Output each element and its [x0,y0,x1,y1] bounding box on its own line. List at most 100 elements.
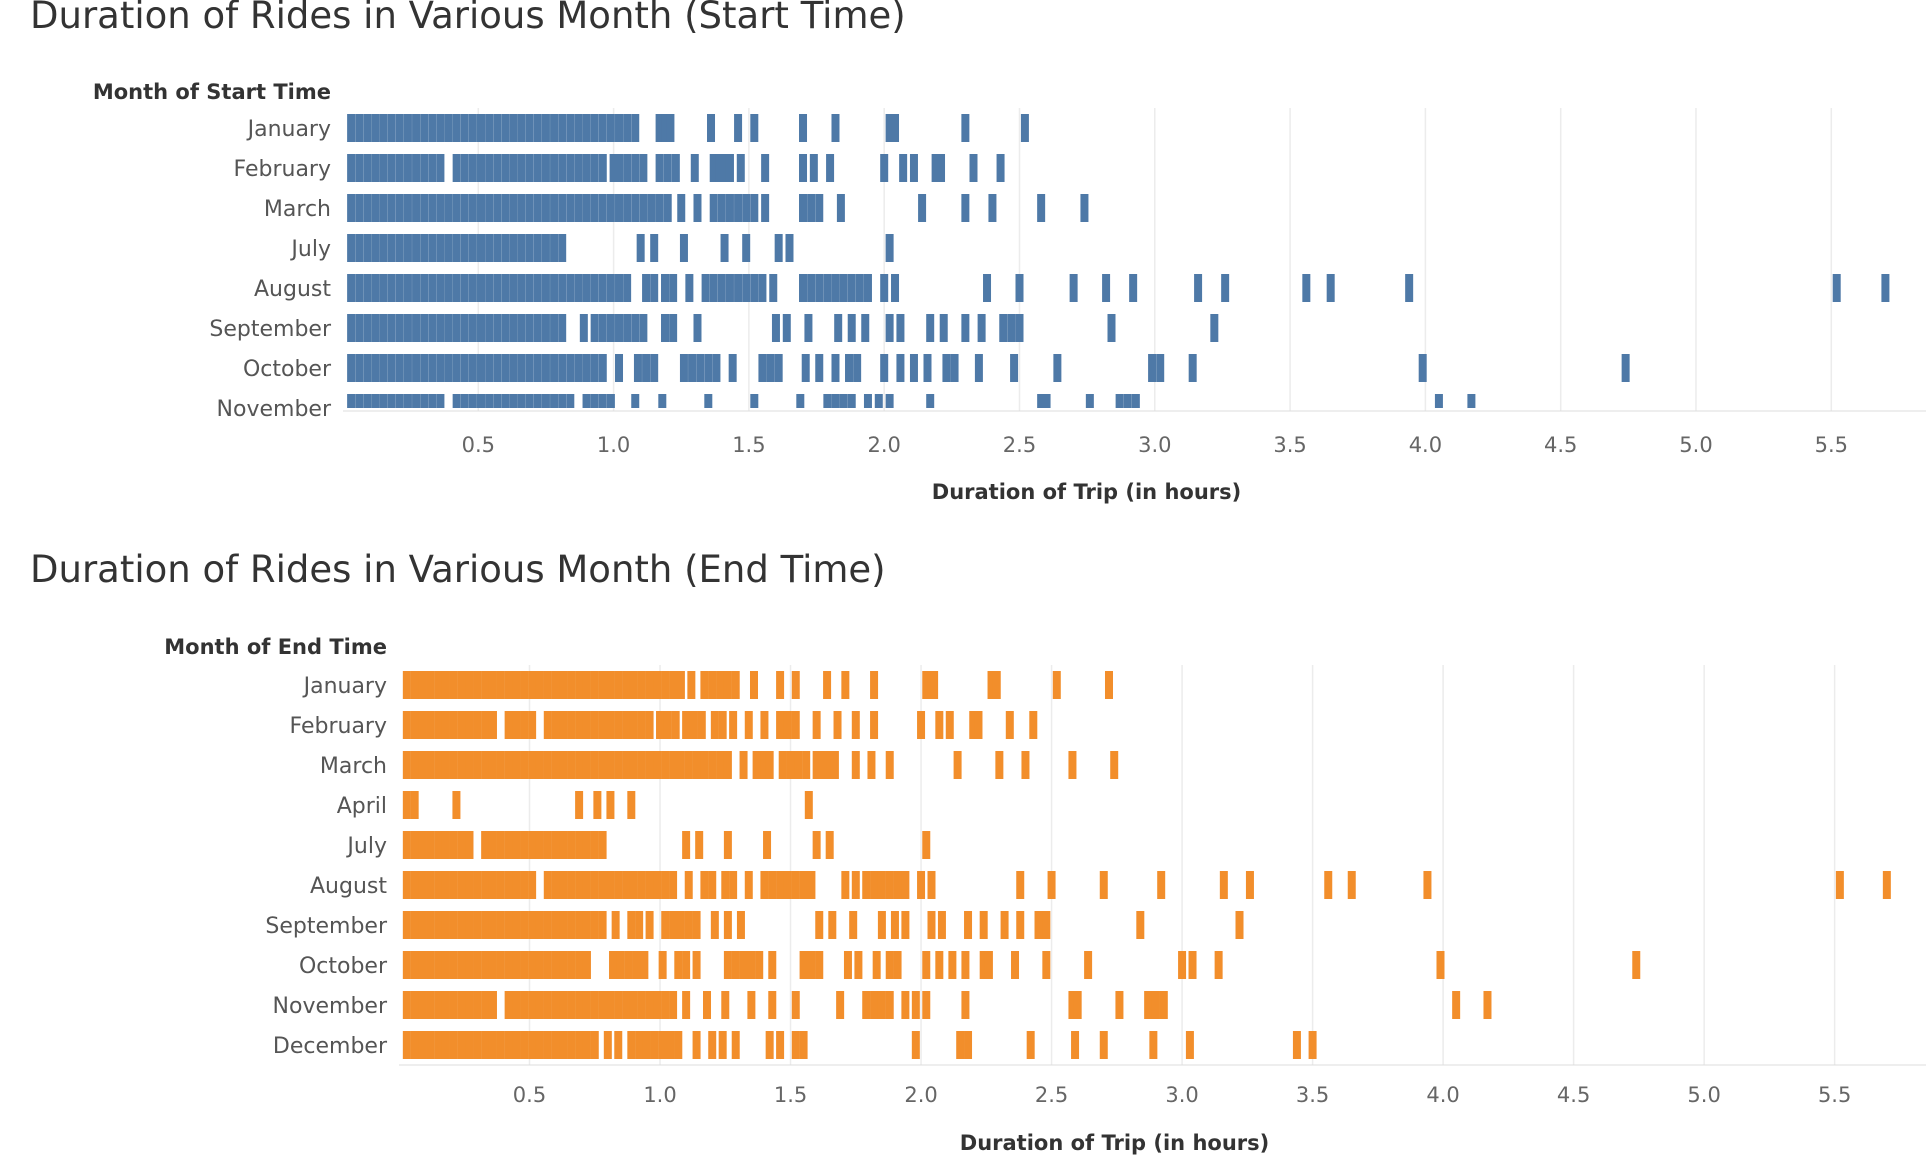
tick-mark [693,314,702,342]
tick-mark [761,154,770,182]
tick-mark [693,194,702,222]
tick-mark [402,751,411,779]
tick-mark [961,991,970,1019]
tick-mark [567,711,576,739]
tick-mark [708,751,717,779]
tick-mark [452,154,461,182]
tick-mark [501,154,510,182]
tick-mark [631,154,640,182]
tick-mark [851,871,860,899]
tick-mark [501,234,510,262]
tick-mark [575,751,584,779]
tick-mark [1148,354,1157,382]
tick-mark [877,911,886,939]
tick-mark [509,194,518,222]
tick-mark [961,194,970,222]
tick-mark [645,991,654,1019]
tick-mark [485,394,494,408]
tick-mark [558,154,567,182]
row-header: Month of Start Time [93,80,331,104]
tick-mark [750,194,759,222]
tick-mark [525,274,534,302]
tick-mark [794,751,803,779]
tick-mark [452,314,461,342]
tick-mark [854,951,863,979]
tick-mark [504,991,513,1019]
tick-mark [847,394,856,408]
tick-mark [742,274,751,302]
tick-mark [410,791,419,819]
tick-mark [363,154,372,182]
tick-mark [449,1031,458,1059]
tick-mark [1007,314,1016,342]
tick-mark [403,394,412,408]
tick-mark [611,911,620,939]
tick-mark [716,751,725,779]
tick-mark [823,274,832,302]
x-tick-label: 3.5 [1273,433,1306,457]
tick-mark [935,711,944,739]
row-label-july: July [345,834,387,859]
tick-mark [473,951,482,979]
tick-mark [682,951,691,979]
tick-mark [1052,671,1061,699]
tick-mark [1110,751,1119,779]
tick-mark [642,354,651,382]
tick-mark [1085,394,1094,408]
tick-mark [543,871,552,899]
tick-mark [1882,871,1891,899]
marks [347,114,1890,408]
tick-mark [434,951,443,979]
tick-mark [567,991,576,1019]
tick-mark [750,394,759,408]
tick-mark [420,114,429,142]
tick-mark [582,394,591,408]
tick-mark [410,1031,419,1059]
tick-mark [517,234,526,262]
tick-mark [742,234,751,262]
tick-mark [650,274,659,302]
tick-mark [623,274,632,302]
tick-mark [403,354,412,382]
tick-mark [441,711,450,739]
tick-mark [645,711,654,739]
tick-mark [771,314,780,342]
tick-mark [661,751,670,779]
tick-mark [387,194,396,222]
tick-mark [441,991,450,1019]
tick-mark [558,354,567,382]
tick-mark [750,114,759,142]
tick-mark [1405,274,1414,302]
tick-mark [747,991,756,1019]
tick-mark [457,871,466,899]
tick-mark [1053,354,1062,382]
tick-mark [512,831,521,859]
tick-mark [512,991,521,1019]
x-tick-label: 1.0 [643,1083,676,1107]
tick-mark [720,234,729,262]
tick-mark [457,991,466,1019]
tick-mark [379,194,388,222]
tick-mark [760,871,769,899]
tick-mark [465,831,474,859]
tick-mark [444,114,453,142]
tick-mark [481,911,490,939]
tick-mark [791,671,800,699]
tick-mark [637,991,646,1019]
tick-mark [481,711,490,739]
tick-mark [590,274,599,302]
tick-mark [501,114,510,142]
tick-mark [1071,1031,1080,1059]
row-label-february: February [234,157,332,182]
tick-mark [441,751,450,779]
tick-mark [676,671,685,699]
tick-mark [418,991,427,1019]
tick-mark [395,234,404,262]
tick-mark [418,951,427,979]
tick-mark [559,871,568,899]
tick-mark [863,274,872,302]
tick-mark [520,991,529,1019]
tick-mark [988,194,997,222]
tick-mark [504,671,513,699]
tick-mark [1214,951,1223,979]
